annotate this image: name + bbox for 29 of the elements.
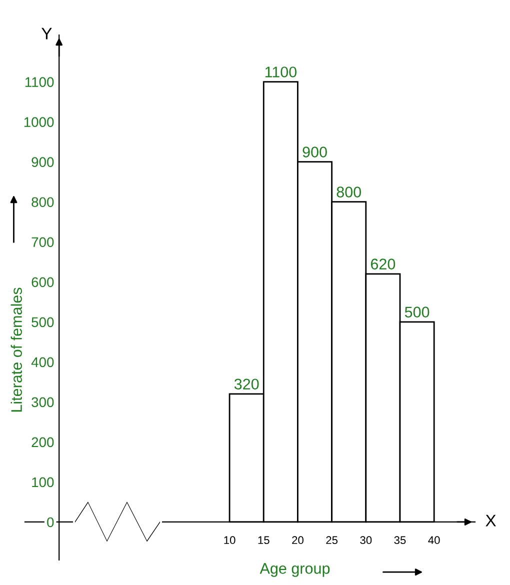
x-tick-label: 35 (394, 536, 406, 544)
data-label: 1100 (265, 66, 297, 78)
data-label: 320 (234, 378, 259, 390)
y-tick-label: 0 (47, 517, 54, 528)
y-tick-label: 600 (32, 277, 54, 288)
x-tick-label: 40 (428, 536, 440, 544)
x-tick-label: 25 (326, 536, 338, 544)
y-tick-label: 400 (31, 357, 54, 368)
y-tick-label: 100 (32, 477, 54, 488)
y-tick-label: 200 (32, 437, 54, 448)
y-tick-label: 1100 (25, 77, 54, 87)
text: X (486, 514, 496, 526)
y-tick-label: 800 (32, 197, 54, 208)
y-axis-title: Literate of females (10, 288, 22, 412)
x-tick-label: 15 (258, 536, 270, 544)
data-label: 620 (370, 258, 396, 270)
y-tick-label: 300 (32, 397, 54, 408)
y-tick-label: 700 (32, 237, 54, 248)
x-tick-label: 20 (292, 536, 304, 544)
x-tick-label: 30 (360, 536, 372, 544)
annotation: Y (42, 28, 52, 40)
y-tick-label: 1000 (24, 117, 54, 127)
x-axis-title: Age group (260, 563, 330, 577)
data-label: 900 (302, 146, 327, 158)
data-label: 500 (404, 306, 430, 318)
y-tick-label: 500 (32, 317, 54, 328)
y-tick-label: 900 (32, 157, 54, 168)
data-label: 800 (336, 186, 362, 198)
x-tick-label: 10 (224, 536, 236, 544)
